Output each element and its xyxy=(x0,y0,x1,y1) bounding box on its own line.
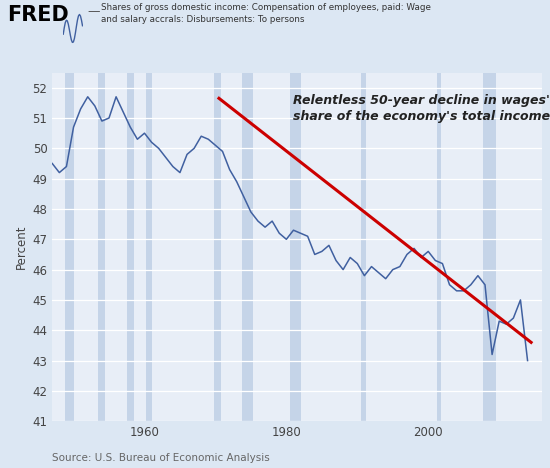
Bar xyxy=(98,73,106,421)
Bar xyxy=(65,73,74,421)
Text: —: — xyxy=(87,6,100,18)
Bar xyxy=(361,73,366,421)
Text: Shares of gross domestic income: Compensation of employees, paid: Wage
and salar: Shares of gross domestic income: Compens… xyxy=(101,3,431,24)
Bar xyxy=(126,73,134,421)
Bar xyxy=(242,73,252,421)
Text: Source: U.S. Bureau of Economic Analysis: Source: U.S. Bureau of Economic Analysis xyxy=(52,453,270,463)
Y-axis label: Percent: Percent xyxy=(15,225,28,269)
Text: Relentless 50-year decline in wages'
share of the economy's total income.: Relentless 50-year decline in wages' sha… xyxy=(294,94,550,123)
Bar xyxy=(437,73,441,421)
Bar xyxy=(483,73,496,421)
Text: FRED: FRED xyxy=(7,6,69,25)
Bar xyxy=(290,73,300,421)
Bar xyxy=(213,73,221,421)
Bar xyxy=(146,73,152,421)
